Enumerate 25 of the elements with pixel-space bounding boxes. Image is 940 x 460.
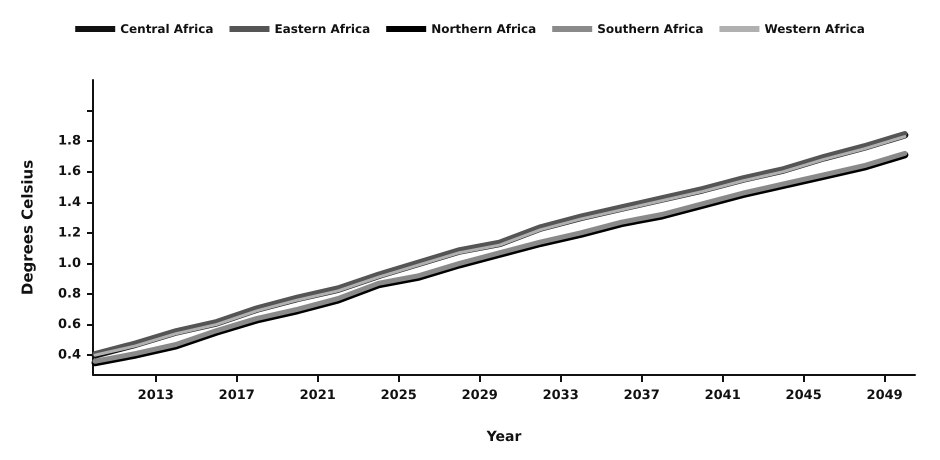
y-tick-label: 1.0 bbox=[58, 256, 81, 271]
legend-label: Northern Africa bbox=[431, 22, 536, 36]
x-tick-label: 2025 bbox=[380, 388, 417, 403]
y-tick-label: 0.8 bbox=[58, 286, 81, 302]
x-tick-label: 2037 bbox=[624, 388, 660, 403]
x-tick-label: 2041 bbox=[704, 388, 741, 403]
y-tick-label: 1.6 bbox=[58, 164, 81, 180]
x-tick-label: 2013 bbox=[138, 388, 174, 403]
x-tick-label: 2029 bbox=[462, 388, 498, 403]
y-axis-title: Degrees Celsius bbox=[18, 160, 36, 296]
legend-label: Central Africa bbox=[120, 22, 214, 36]
x-tick-label: 2017 bbox=[218, 388, 255, 403]
y-tick-label: 0.6 bbox=[58, 317, 81, 332]
x-tick-label: 2033 bbox=[542, 388, 579, 403]
y-tick-label: 0.4 bbox=[58, 348, 81, 363]
legend-label: Western Africa bbox=[764, 22, 865, 36]
x-axis-title: Year bbox=[486, 429, 522, 445]
legend-label: Eastern Africa bbox=[274, 22, 370, 36]
y-tick-label: 1.2 bbox=[58, 225, 81, 240]
x-tick-label: 2049 bbox=[866, 388, 903, 403]
x-tick-label: 2045 bbox=[786, 388, 822, 403]
x-tick-label: 2021 bbox=[300, 388, 336, 403]
y-tick-label: 1.4 bbox=[58, 194, 81, 210]
legend-label: Southern Africa bbox=[597, 22, 704, 36]
y-tick-label: 1.8 bbox=[58, 134, 81, 149]
